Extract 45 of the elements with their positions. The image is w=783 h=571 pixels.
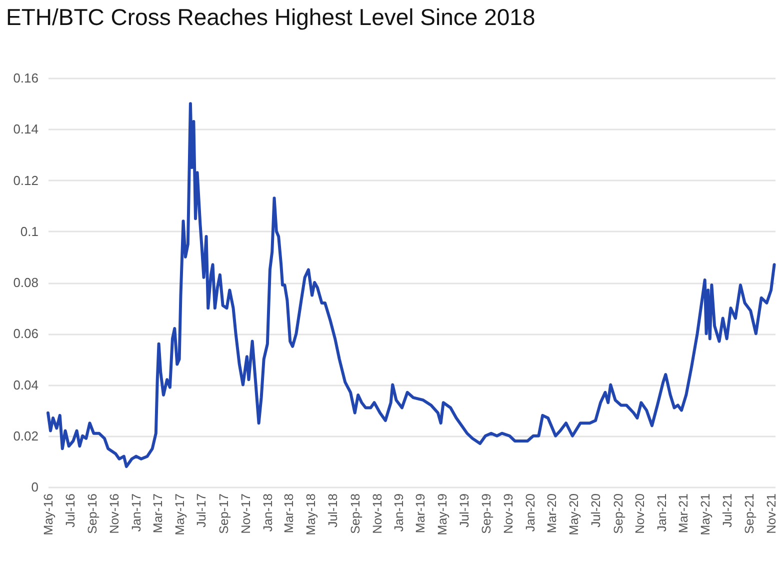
x-tick-label: Nov-21 [764,493,779,534]
x-tick-label: Jul-21 [720,493,734,528]
x-tick-label: Jan-19 [392,493,406,532]
y-tick-label: 0.14 [13,122,38,137]
x-tick-label: Mar-21 [676,493,690,534]
chart-title: ETH/BTC Cross Reaches Highest Level Since 2018 [6,4,536,30]
x-tick-label: Sep-20 [611,493,626,534]
y-tick-label: 0.08 [13,275,38,290]
x-tick-label: Sep-18 [348,493,362,534]
x-tick-label: Mar-19 [413,493,428,534]
x-tick-label: Jan-21 [655,493,670,532]
x-tick-label: May-19 [435,493,450,536]
x-tick-label: Jul-17 [194,493,209,528]
x-tick-label: May-20 [567,493,582,536]
x-tick-label: Sep-19 [480,493,494,534]
y-tick-label: 0.02 [13,428,38,444]
x-tick-label: Jul-18 [326,493,340,528]
y-tick-label: 0.16 [13,70,38,86]
x-tick-label: Jul-20 [589,493,603,528]
y-tick-label: 0.04 [13,377,38,392]
x-tick-label: Mar-20 [545,493,560,534]
x-tick-label: Nov-18 [370,493,384,534]
y-tick-label: 0.12 [13,172,38,188]
x-tick-label: Nov-16 [108,493,122,534]
x-tick-label: Jul-16 [63,493,78,528]
x-tick-label: Jan-17 [130,493,144,532]
x-tick-label: May-21 [698,493,712,536]
x-tick-label: Sep-17 [217,493,232,534]
x-tick-label: Nov-20 [633,493,648,534]
x-tick-label: Sep-21 [742,493,757,534]
y-tick-label: 0.1 [20,224,38,239]
x-tick-label: Jul-19 [457,493,472,528]
x-tick-label: Mar-17 [150,493,165,534]
x-tick-label: Nov-17 [238,493,253,534]
x-tick-label: Sep-16 [86,493,100,534]
x-tick-label: May-16 [42,493,56,536]
x-tick-label: Jan-18 [260,493,275,532]
x-tick-label: May-17 [172,493,187,536]
x-tick-label: Jan-20 [524,493,538,532]
y-tick-label: 0 [31,480,38,494]
x-tick-label: Mar-18 [282,493,296,534]
line-series [46,102,776,468]
y-tick-label: 0.06 [13,326,38,342]
x-tick-label: May-18 [304,493,318,536]
x-tick-label: Nov-19 [502,493,516,534]
